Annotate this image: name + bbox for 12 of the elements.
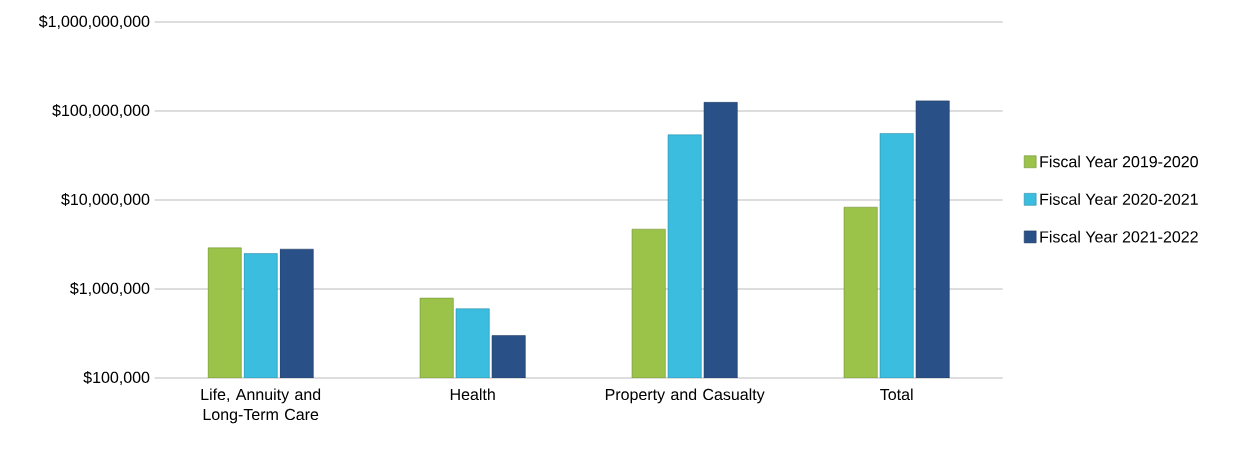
y-tick-label: $1,000,000 bbox=[70, 282, 150, 296]
y-tick-label: $1,000,000,000 bbox=[38, 15, 150, 29]
y-tick-label: $100,000 bbox=[83, 371, 150, 385]
x-tick-label: Health bbox=[450, 388, 495, 401]
legend-label: Fiscal Year 2019-2020 bbox=[1040, 155, 1198, 168]
x-tick-label: Total bbox=[880, 388, 913, 401]
x-tick-label: Life, Annuity and Long-Term Care bbox=[201, 388, 321, 424]
y-tick-label: $100,000,000 bbox=[52, 104, 150, 118]
legend-label: Fiscal Year 2021-2022 bbox=[1040, 230, 1198, 243]
legend-label: Fiscal Year 2020-2021 bbox=[1040, 193, 1198, 205]
x-tick-label: Property and Casualty bbox=[605, 388, 765, 404]
y-tick-label: $10,000,000 bbox=[61, 193, 150, 207]
